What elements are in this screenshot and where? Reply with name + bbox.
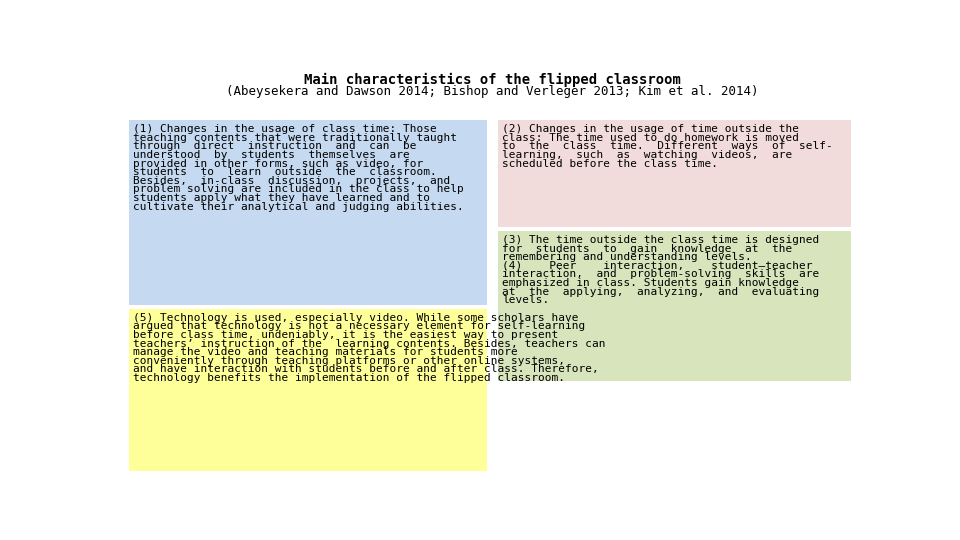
Text: Besides,  in-class  discussion,  projects,  and: Besides, in-class discussion, projects, … xyxy=(133,176,450,186)
Text: class: The time used to do homework is moved: class: The time used to do homework is m… xyxy=(502,133,799,143)
Text: argued that technology is not a necessary element for self-learning: argued that technology is not a necessar… xyxy=(133,321,586,332)
Text: (5) Technology is used, especially video. While some scholars have: (5) Technology is used, especially video… xyxy=(133,313,579,323)
Text: levels.: levels. xyxy=(502,295,549,305)
Text: manage the video and teaching materials for students more: manage the video and teaching materials … xyxy=(133,347,518,357)
Text: teachers’ instruction of the  learning contents. Besides, teachers can: teachers’ instruction of the learning co… xyxy=(133,339,606,349)
Text: for  students  to  gain  knowledge  at  the: for students to gain knowledge at the xyxy=(502,244,792,254)
Text: understood  by  students  themselves  are: understood by students themselves are xyxy=(133,150,410,160)
Text: learning,  such  as  watching  videos,  are: learning, such as watching videos, are xyxy=(502,150,792,160)
Text: emphasized in class. Students gain knowledge: emphasized in class. Students gain knowl… xyxy=(502,278,799,288)
Text: (Abeysekera and Dawson 2014; Bishop and Verleger 2013; Kim et al. 2014): (Abeysekera and Dawson 2014; Bishop and … xyxy=(226,85,758,98)
Text: students apply what they have learned and to: students apply what they have learned an… xyxy=(133,193,430,203)
Text: to  the  class  time.  Different  ways  of  self-: to the class time. Different ways of sel… xyxy=(502,141,833,151)
Text: technology benefits the implementation of the flipped classroom.: technology benefits the implementation o… xyxy=(133,373,565,383)
Text: Main characteristics of the flipped classroom: Main characteristics of the flipped clas… xyxy=(303,73,681,87)
FancyBboxPatch shape xyxy=(130,309,488,471)
Text: interaction,  and  problem-solving  skills  are: interaction, and problem-solving skills … xyxy=(502,269,819,280)
Text: before class time, undeniably, it is the easiest way to present: before class time, undeniably, it is the… xyxy=(133,330,559,340)
Text: conveniently through teaching platforms or other online systems,: conveniently through teaching platforms … xyxy=(133,356,565,366)
Text: and have interaction with students before and after class. Therefore,: and have interaction with students befor… xyxy=(133,364,599,374)
Text: problem solving are included in the class to help: problem solving are included in the clas… xyxy=(133,185,464,194)
FancyBboxPatch shape xyxy=(498,120,851,226)
FancyBboxPatch shape xyxy=(498,231,851,381)
Text: at  the  applying,  analyzing,  and  evaluating: at the applying, analyzing, and evaluati… xyxy=(502,287,819,296)
FancyBboxPatch shape xyxy=(130,120,488,305)
Text: (4)    Peer    interaction,    student–teacher: (4) Peer interaction, student–teacher xyxy=(502,261,812,271)
Text: scheduled before the class time.: scheduled before the class time. xyxy=(502,159,718,168)
Text: remembering and understanding levels.: remembering and understanding levels. xyxy=(502,252,752,262)
Text: students  to  learn  outside  the  classroom.: students to learn outside the classroom. xyxy=(133,167,437,177)
Text: provided in other forms, such as video, for: provided in other forms, such as video, … xyxy=(133,159,423,168)
Text: cultivate their analytical and judging abilities.: cultivate their analytical and judging a… xyxy=(133,202,464,212)
Text: teaching contents that were traditionally taught: teaching contents that were traditionall… xyxy=(133,133,457,143)
Text: (2) Changes in the usage of time outside the: (2) Changes in the usage of time outside… xyxy=(502,124,799,134)
Text: (1) Changes in the usage of class time: Those: (1) Changes in the usage of class time: … xyxy=(133,124,437,134)
Text: (3) The time outside the class time is designed: (3) The time outside the class time is d… xyxy=(502,235,819,245)
Text: through  direct  instruction  and  can  be: through direct instruction and can be xyxy=(133,141,417,151)
